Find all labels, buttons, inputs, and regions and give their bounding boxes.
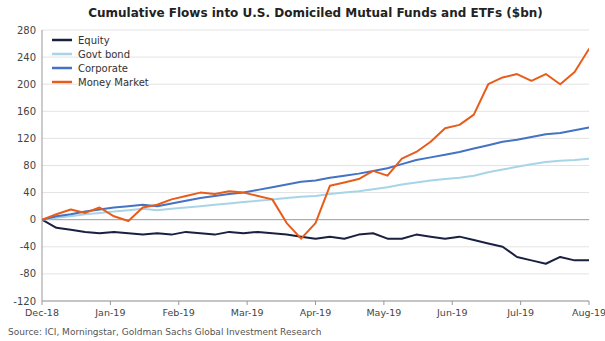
- legend-label: Equity: [78, 35, 110, 46]
- y-tick-label: 280: [17, 25, 36, 36]
- x-tick: [589, 301, 590, 305]
- x-tick-label: Dec-18: [25, 307, 59, 318]
- legend-swatch: [52, 39, 72, 42]
- grid-line: [42, 138, 589, 139]
- grid-line: [42, 165, 589, 166]
- y-tick-label: 40: [23, 187, 36, 198]
- legend-swatch: [52, 53, 72, 56]
- grid-line: [42, 192, 589, 193]
- x-tick-label: Apr-19: [300, 307, 331, 318]
- y-tick-label: 160: [17, 106, 36, 117]
- y-tick-label: -80: [20, 268, 36, 279]
- x-tick-label: Feb-19: [163, 307, 195, 318]
- source-note: Source: ICI, Morningstar, Goldman Sachs …: [8, 327, 321, 337]
- legend-swatch: [52, 67, 72, 70]
- x-tick-label: Jan-19: [94, 307, 125, 318]
- series-line: [42, 128, 589, 220]
- legend-swatch: [52, 81, 72, 84]
- x-tick-label: May-19: [366, 307, 401, 318]
- x-tick: [42, 301, 43, 305]
- x-tick-label: Jun-19: [436, 307, 467, 318]
- x-tick-label: Jul-19: [506, 307, 534, 318]
- x-tick-label: Mar-19: [231, 307, 264, 318]
- legend-label: Money Market: [78, 77, 149, 88]
- series-line: [42, 159, 589, 220]
- grid: [42, 30, 589, 301]
- x-tick-label: Aug-19: [572, 307, 605, 318]
- x-tick: [178, 301, 179, 305]
- grid-line: [42, 246, 589, 247]
- series-line: [42, 49, 589, 239]
- x-tick: [452, 301, 453, 305]
- y-tick-label: 120: [17, 133, 36, 144]
- chart: Cumulative Flows into U.S. Domiciled Mut…: [0, 0, 605, 341]
- grid-line: [42, 30, 589, 31]
- x-tick: [520, 301, 521, 305]
- series-line: [42, 220, 589, 264]
- lines: [42, 49, 589, 264]
- x-tick: [383, 301, 384, 305]
- legend: Equity Govt bond Corporate Money Market: [52, 35, 149, 88]
- legend-label: Govt bond: [78, 49, 130, 60]
- title: Cumulative Flows into U.S. Domiciled Mut…: [88, 6, 543, 20]
- x-tick: [247, 301, 248, 305]
- grid-line: [42, 111, 589, 112]
- legend-label: Corporate: [78, 63, 128, 74]
- y-tick-label: 200: [17, 79, 36, 90]
- y-tick-label: -120: [13, 296, 36, 307]
- y-tick-label: -40: [20, 241, 36, 252]
- x-tick: [110, 301, 111, 305]
- y-tick-label: 240: [17, 52, 36, 63]
- y-tick-label: 80: [23, 160, 36, 171]
- x-tick: [315, 301, 316, 305]
- grid-line: [42, 273, 589, 274]
- y-tick-label: 0: [30, 214, 36, 225]
- y-axis: [42, 30, 43, 301]
